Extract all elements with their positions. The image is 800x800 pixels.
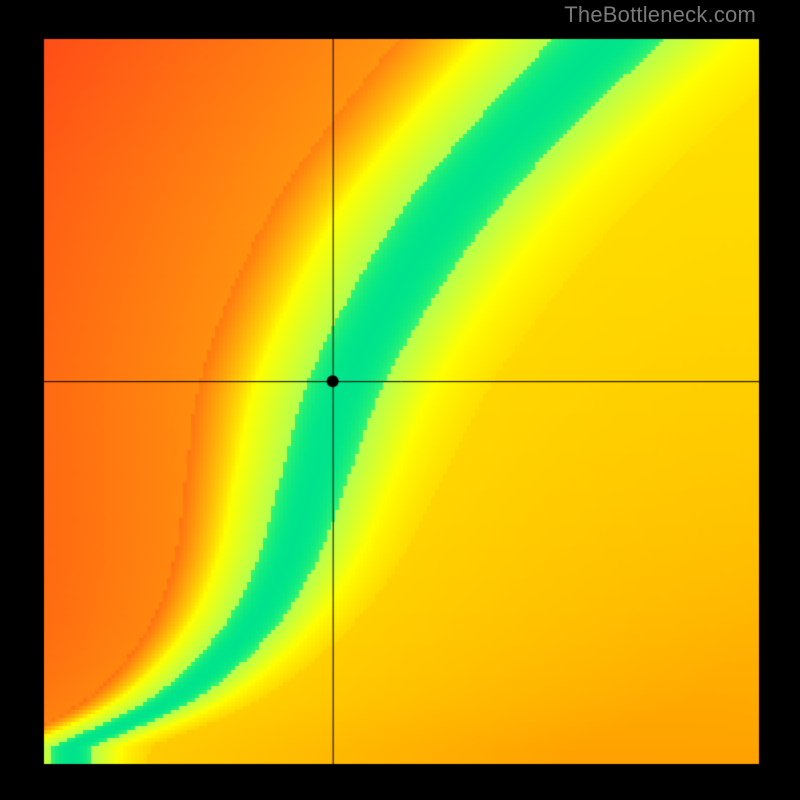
bottleneck-heatmap bbox=[0, 0, 800, 800]
